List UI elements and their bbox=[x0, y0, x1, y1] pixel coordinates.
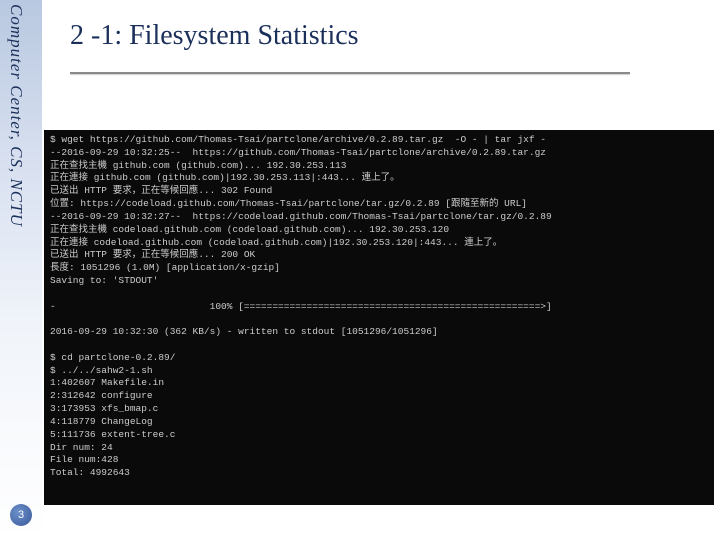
sidebar-label: Computer Center, CS, NCTU bbox=[6, 4, 26, 227]
page-number-badge: 3 bbox=[10, 504, 32, 526]
sidebar-gradient: Computer Center, CS, NCTU bbox=[0, 0, 42, 540]
page-title: 2 -1: Filesystem Statistics bbox=[70, 20, 359, 52]
title-underline bbox=[70, 72, 630, 74]
terminal-output: $ wget https://github.com/Thomas-Tsai/pa… bbox=[44, 130, 714, 505]
